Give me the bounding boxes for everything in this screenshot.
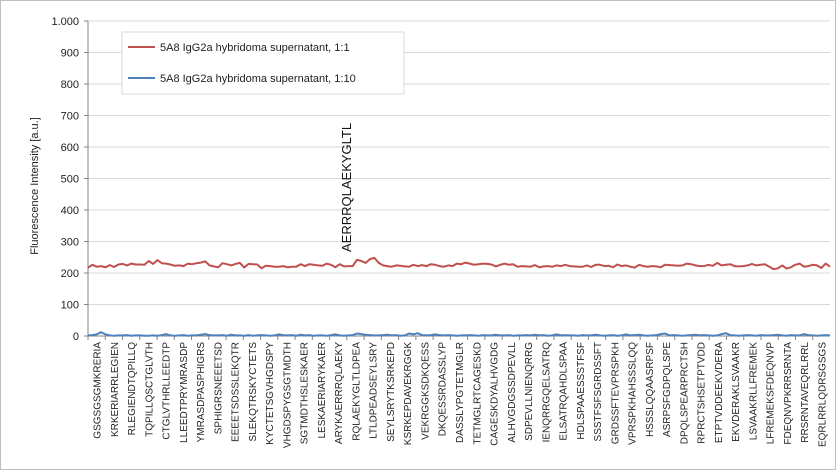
x-tick-label: SPHIGRSNEEETSD xyxy=(213,342,224,434)
x-tick-label: ARYKAERRRQLAEKY xyxy=(334,342,345,444)
legend: 5A8 IgG2a hybridoma supernatant, 1:1 5A8… xyxy=(121,31,405,95)
y-tick-label: 200 xyxy=(61,268,79,280)
y-tick-label: 500 xyxy=(61,174,79,186)
x-tick-label: SDPEVLLNIENQRRG xyxy=(524,342,535,441)
x-tick-label: DASSLYPGTETMGLR xyxy=(455,342,466,443)
x-tick-label: LFREMEKSFDEQNVP xyxy=(766,342,777,445)
x-tick-label: VEKRGGKSDKQESS xyxy=(420,342,431,440)
x-axis: GSGSGSGMKRERIA KRKERIARRLEGIEN RLEGIENDTQP… xyxy=(87,335,830,448)
x-tick-label: RLEGIENDTQPILLQ xyxy=(127,342,138,436)
y-tick-label: 0 xyxy=(73,331,79,343)
x-tick-label: SSSTFSFSGRDSSFT xyxy=(593,342,604,441)
y-tick-label: 100 xyxy=(61,300,79,312)
x-tick-label: KRKERIARRLEGIEN xyxy=(110,342,121,437)
x-tick-label: RRSRNTAVEQRLRRL xyxy=(800,342,811,443)
x-tick-label: DPQLSPEARPRCTSH xyxy=(679,342,690,444)
x-tick-label: SGTMDTHSLESKAER xyxy=(300,342,311,444)
x-tick-label: EQRLRRLQDRSGSGS xyxy=(817,342,828,447)
y-tick-label: 300 xyxy=(61,237,79,249)
peak-annotation: AERRRQLAEKYGLTL xyxy=(339,123,354,252)
x-tick-label: HSSSLQQAASRPSF xyxy=(645,342,656,437)
x-tick-label: SLEKQTRSKYCTETS xyxy=(248,342,259,442)
x-tick-label: RQLAEKYGLTLDPEA xyxy=(351,342,362,441)
x-tick-label: VPRSPKHAHSSSLQQ xyxy=(628,342,639,445)
legend-label-series-2: 5A8 IgG2a hybridoma supernatant, 1:10 xyxy=(160,73,356,85)
x-tick-label: VHGDSPYGSGTMDTH xyxy=(282,342,293,448)
series-layer xyxy=(87,256,831,337)
x-tick-label: CAGESKDYALHVGDG xyxy=(490,342,501,446)
x-tick-label: CTGLVTHRLLEEDTP xyxy=(162,342,173,440)
x-tick-label: FDEQNVPKRRSRNTA xyxy=(783,342,794,445)
legend-label-series-1: 5A8 IgG2a hybridoma supernatant, 1:1 xyxy=(160,42,350,54)
x-tick-label: GRDSSFTEVPRSPKH xyxy=(610,342,621,444)
x-tick-label: IENQRRGQELSATRQ xyxy=(541,342,552,443)
x-tick-label: GSGSGSGMKRERIA xyxy=(93,342,104,439)
x-tick-label: KSRKEPDAVEKRGGK xyxy=(403,342,414,446)
x-tick-label: HDLSPAAESSSTFSF xyxy=(576,342,587,440)
y-tick-label: 900 xyxy=(61,48,79,60)
x-tick-label: ASRPSFGDPQLSPE xyxy=(662,342,673,437)
x-tick-label: LSVAAKRLLFREMEK xyxy=(748,342,759,441)
x-tick-label: LESKAERIARYKAER xyxy=(317,342,328,439)
x-tick-label: KYCTETSGVHGDSPY xyxy=(265,342,276,445)
x-tick-label: SEYLSRYTKSRKEPD xyxy=(386,342,397,442)
x-tick-label: RPRCTSHSETPTVDD xyxy=(697,342,708,444)
x-tick-label: YMRASDPASPHIGRS xyxy=(196,342,207,443)
series-line-2 xyxy=(87,331,831,337)
x-tick-label: LTLDPEADSEYLSRY xyxy=(369,342,380,439)
y-tick-label: 1.000 xyxy=(51,16,79,28)
legend-box xyxy=(121,31,405,95)
x-tick-label: LLEEDTPRYMRASDP xyxy=(179,342,190,443)
x-tick-label: ELSATRQAHDLSPAA xyxy=(559,342,570,441)
x-tick-label: ETPTVDDEEKVDERA xyxy=(714,342,725,443)
x-tick-label: DKQESSRDASSLYP xyxy=(438,342,449,437)
y-axis: 0 100 200 300 400 500 600 700 800 900 1.000 xyxy=(51,16,89,343)
x-tick-label: EKVDERAKLSVAAKR xyxy=(731,342,742,442)
y-axis-label: Fluorescence Intensity [a.u.] xyxy=(29,117,41,255)
y-tick-label: 800 xyxy=(61,79,79,91)
y-tick-label: 600 xyxy=(61,142,79,154)
x-tick-label: TQPILLQSCTGLVTH xyxy=(144,342,155,437)
y-tick-label: 400 xyxy=(61,205,79,217)
x-tick-label: EEEETSDSSLEKQTR xyxy=(231,342,242,442)
x-tick-label: ALHVGDGSSDPEVLL xyxy=(507,342,518,443)
y-tick-label: 700 xyxy=(61,111,79,123)
x-tick-label: TETMGLRTCAGESKD xyxy=(472,342,483,445)
series-line-1 xyxy=(87,256,831,271)
